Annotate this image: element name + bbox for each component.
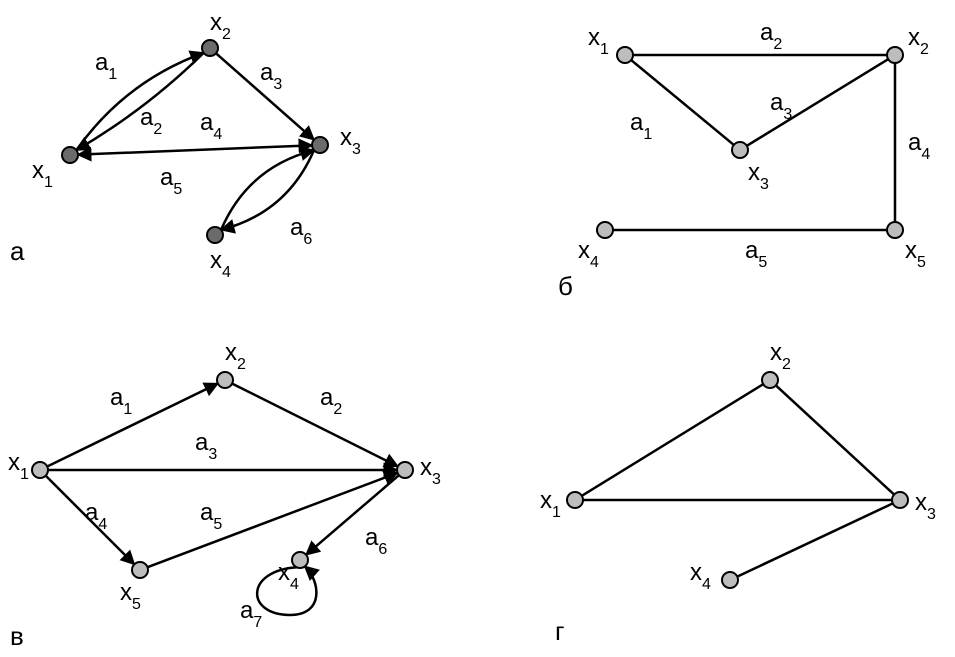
node-label-a-x2: x2 (210, 9, 231, 43)
edge-g-0 (582, 384, 763, 496)
node-v-x5 (132, 562, 148, 578)
node-v-x3 (397, 462, 413, 478)
node-label-a-x4: x4 (210, 247, 231, 281)
node-g-x1 (567, 492, 583, 508)
edge-label-b-2: a3 (770, 89, 792, 123)
panel-label-a: а (10, 236, 25, 266)
node-label-v-x1: x1 (8, 449, 29, 483)
edge-label-a-1: a2 (140, 104, 162, 138)
node-g-x2 (762, 372, 778, 388)
node-v-x4 (292, 552, 308, 568)
node-label-b-x2: x2 (908, 24, 929, 58)
node-label-g-x4: x4 (690, 559, 711, 593)
edge-label-a-2: a3 (260, 59, 282, 93)
node-label-g-x3: x3 (915, 489, 936, 523)
panel-label-g: г (555, 616, 564, 646)
node-v-x2 (217, 372, 233, 388)
panel-a: a1 a2 a3 a4 a5 a6 x1 x2 x3 x4 а (10, 9, 361, 281)
node-label-v-x3: x3 (420, 454, 441, 488)
node-b-x5 (887, 222, 903, 238)
node-label-g-x1: x1 (540, 487, 561, 521)
edge-label-a-3: a4 (200, 109, 222, 143)
node-b-x2 (887, 47, 903, 63)
node-label-a-x3: x3 (340, 124, 361, 158)
node-label-a-x1: x1 (32, 157, 53, 191)
edge-label-b-0: a1 (630, 109, 652, 143)
node-label-b-x1: x1 (588, 24, 609, 58)
node-label-v-x5: x5 (120, 579, 141, 613)
edge-label-b-4: a5 (745, 237, 767, 271)
node-b-x4 (597, 222, 613, 238)
edge-label-v-0: a1 (110, 384, 132, 418)
node-label-b-x5: x5 (905, 237, 926, 271)
edge-label-v-2: a3 (195, 429, 217, 463)
node-g-x4 (722, 572, 738, 588)
node-g-x3 (892, 492, 908, 508)
edge-label-b-3: a4 (908, 129, 930, 163)
edge-g-1 (776, 385, 894, 494)
panel-label-v: в (10, 621, 24, 651)
edge-label-a-4: a5 (160, 164, 182, 198)
edge-label-v-1: a2 (320, 384, 342, 418)
panel-label-b: б (558, 271, 573, 301)
node-a-x4 (207, 227, 223, 243)
node-a-x1 (62, 147, 78, 163)
edge-label-v-4: a5 (200, 499, 222, 533)
node-label-b-x3: x3 (748, 159, 769, 193)
node-label-g-x2: x2 (770, 339, 791, 373)
edge-v-4 (147, 473, 397, 567)
edge-label-v-5: a6 (365, 524, 387, 558)
edge-a-3 (78, 145, 312, 154)
panel-v: a1a2a3a4a5a6a7x1x2x3x4x5в (8, 339, 441, 651)
node-a-x3 (312, 137, 328, 153)
node-label-b-x4: x4 (578, 237, 599, 271)
panel-b: a1 a2 a3 a4 a5 x1 x2 x3 x4 x5 б (558, 19, 930, 301)
node-b-x1 (617, 47, 633, 63)
graph-diagram: a1a2a3a4a5a6x1x2x3x4аa1a2a3a4a5x1x2x3x4x… (0, 0, 955, 657)
node-v-x1 (32, 462, 48, 478)
node-b-x3 (732, 142, 748, 158)
node-label-v-x2: x2 (225, 339, 246, 373)
edge-label-b-1: a2 (760, 19, 782, 53)
panel-g: x1 x2 x3 x4 г (540, 339, 936, 646)
edge-label-a-5: a6 (290, 214, 312, 248)
node-a-x2 (202, 40, 218, 56)
edge-v-0 (47, 383, 218, 466)
edge-b-2 (747, 59, 888, 146)
edge-v-1 (232, 384, 398, 467)
edge-g-3 (737, 503, 893, 576)
edge-label-a-0: a1 (95, 49, 117, 83)
